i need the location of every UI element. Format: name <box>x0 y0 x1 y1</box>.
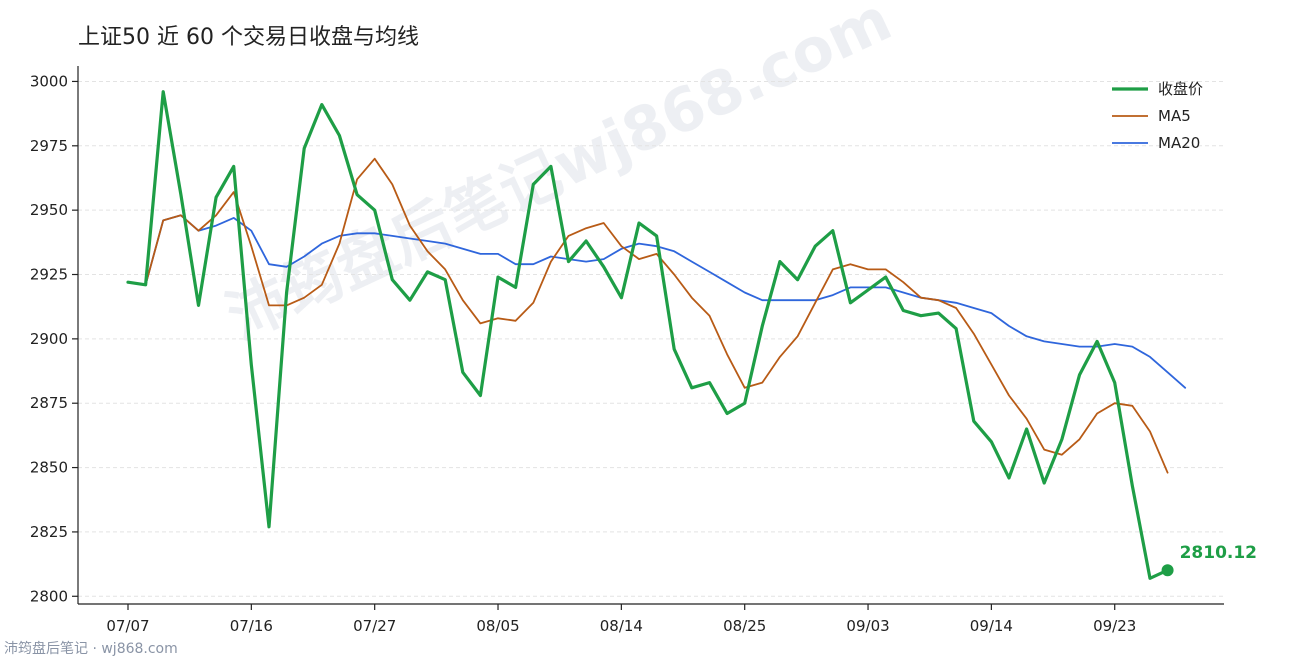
y-tick-label: 2900 <box>30 330 68 348</box>
y-tick-label: 2925 <box>30 266 68 284</box>
x-tick-label: 07/16 <box>230 617 273 635</box>
x-tick-label: 08/05 <box>476 617 519 635</box>
x-tick-label: 07/07 <box>106 617 149 635</box>
last-value-marker: 2810.12 <box>1161 543 1257 577</box>
y-tick-label: 2825 <box>30 523 68 541</box>
legend-label-close: 收盘价 <box>1158 80 1203 98</box>
y-tick-label: 3000 <box>30 72 68 90</box>
last-close-label: 2810.12 <box>1180 543 1257 563</box>
series-line-ma5 <box>127 157 1169 474</box>
y-tick-label: 2850 <box>30 459 68 477</box>
legend: 收盘价 MA5 MA20 <box>1112 80 1203 152</box>
x-tick-label: 09/14 <box>970 617 1013 635</box>
x-tick-label: 08/25 <box>723 617 766 635</box>
y-tick-label: 2950 <box>30 201 68 219</box>
footer-credit: 沛筠盘后笔记 · wj868.com <box>4 640 178 657</box>
legend-label-ma5: MA5 <box>1158 107 1191 125</box>
series-lines <box>126 90 1187 580</box>
y-tick-label: 2875 <box>30 394 68 412</box>
chart-title: 上证50 近 60 个交易日收盘与均线 <box>78 25 419 50</box>
x-tick-label: 09/03 <box>846 617 889 635</box>
y-tick-label: 2975 <box>30 137 68 155</box>
x-tick-label: 09/23 <box>1093 617 1136 635</box>
y-tick-label: 2800 <box>30 587 68 605</box>
last-close-point <box>1161 564 1174 577</box>
series-line-close <box>126 90 1170 580</box>
x-tick-label: 08/14 <box>600 617 643 635</box>
x-tick-label: 07/27 <box>353 617 396 635</box>
axes: 2800 2825 2850 2875 2900 2925 2950 2975 3000 07/0… <box>30 66 1224 635</box>
legend-label-ma20: MA20 <box>1158 134 1200 152</box>
